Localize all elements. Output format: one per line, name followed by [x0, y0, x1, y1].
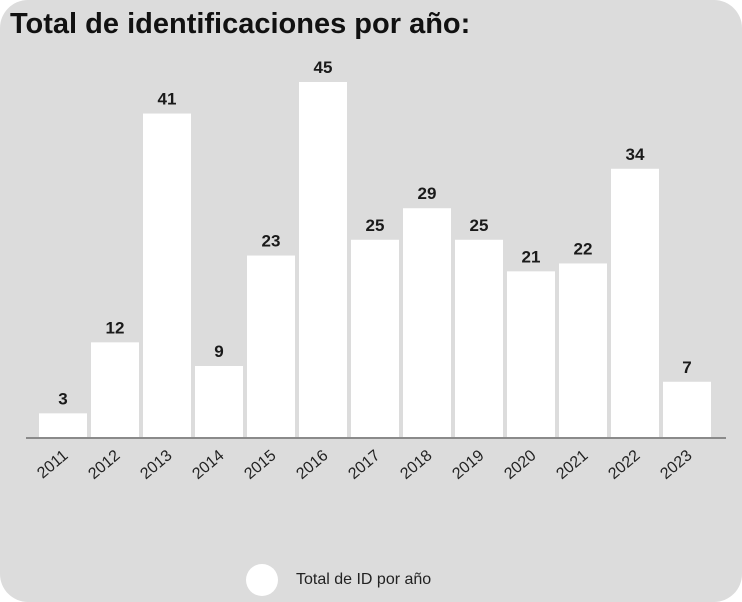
- x-tick-label-2012: 2012: [85, 447, 123, 483]
- data-label-2017: 25: [366, 216, 385, 235]
- data-label-2019: 25: [470, 216, 489, 235]
- x-tick-label-2020: 2020: [501, 447, 539, 483]
- legend-label: Total de ID por año: [296, 571, 432, 588]
- x-tick-label-2017: 2017: [345, 447, 383, 483]
- bar-2011[interactable]: [39, 413, 87, 437]
- data-label-2018: 29: [418, 184, 437, 203]
- data-label-2011: 3: [58, 389, 67, 408]
- bar-2021[interactable]: [559, 263, 607, 437]
- bar-2012[interactable]: [91, 342, 139, 437]
- x-tick-label-2022: 2022: [605, 447, 643, 483]
- bar-2022[interactable]: [611, 168, 659, 437]
- legend-swatch: [246, 564, 278, 596]
- x-tick-label-2016: 2016: [293, 447, 331, 483]
- data-label-2012: 12: [106, 318, 125, 337]
- data-label-2020: 21: [522, 247, 541, 266]
- x-tick-label-2021: 2021: [553, 447, 591, 483]
- bar-2016[interactable]: [299, 82, 347, 437]
- data-label-2016: 45: [314, 58, 333, 77]
- data-label-2015: 23: [262, 232, 281, 251]
- x-tick-label-2018: 2018: [397, 447, 435, 483]
- bar-2013[interactable]: [143, 113, 191, 438]
- x-tick-label-2013: 2013: [137, 447, 175, 483]
- data-label-2022: 34: [626, 145, 645, 164]
- bar-2014[interactable]: [195, 366, 243, 437]
- x-tick-label-2011: 2011: [34, 447, 71, 482]
- legend[interactable]: Total de ID por año: [246, 564, 431, 596]
- bar-2015[interactable]: [247, 255, 295, 437]
- data-label-2014: 9: [214, 342, 223, 361]
- x-tick-label-2023: 2023: [657, 447, 695, 483]
- bar-2019[interactable]: [455, 239, 503, 437]
- chart-title: Total de identificaciones por año:: [10, 8, 471, 40]
- x-tick-label-2015: 2015: [241, 447, 279, 483]
- x-tick-label-2019: 2019: [449, 447, 487, 483]
- bar-2020[interactable]: [507, 271, 555, 437]
- bar-2017[interactable]: [351, 239, 399, 437]
- bar-2023[interactable]: [663, 381, 711, 437]
- x-tick-label-2014: 2014: [189, 447, 227, 483]
- data-label-2013: 41: [158, 90, 177, 109]
- bar-2018[interactable]: [403, 208, 451, 437]
- data-label-2023: 7: [682, 358, 691, 377]
- data-label-2021: 22: [574, 239, 593, 258]
